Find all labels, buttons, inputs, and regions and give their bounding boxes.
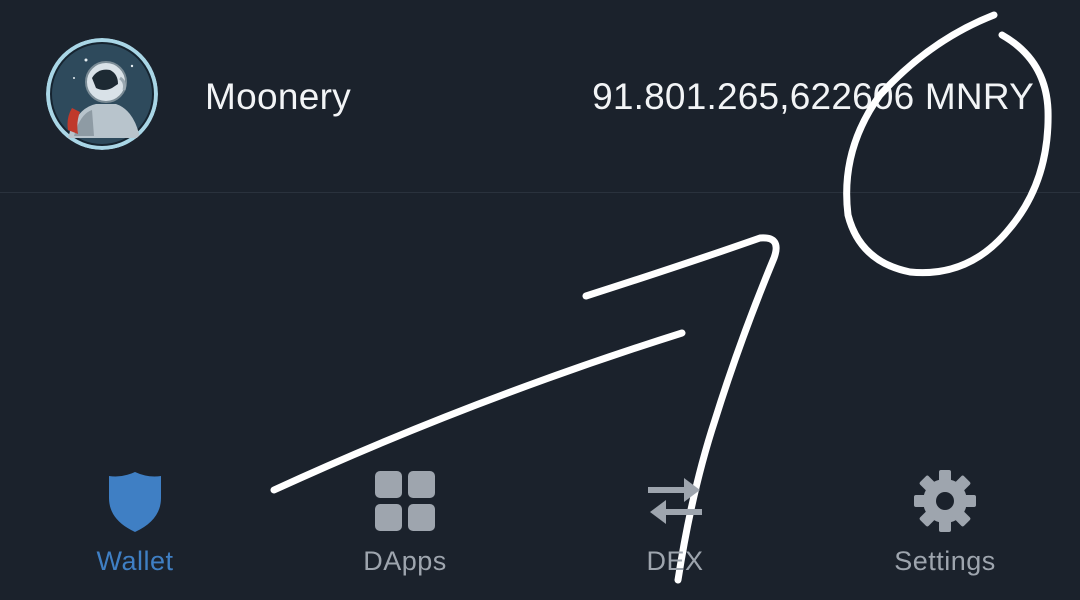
nav-label-dapps: DApps [363, 546, 447, 576]
gear-icon [912, 468, 978, 534]
token-name: Moonery [205, 76, 352, 117]
token-balance: 91.801.265,622606 MNRY [592, 76, 1034, 117]
nav-item-dapps[interactable]: DApps [270, 440, 540, 600]
nav-item-dex[interactable]: DEX [540, 440, 810, 600]
bottom-navigation: Wallet DApps D [0, 440, 1080, 600]
swap-arrows-icon [642, 468, 708, 534]
shield-icon [102, 468, 168, 534]
astronaut-avatar-icon [46, 38, 158, 150]
token-row[interactable]: Moonery 91.801.265,622606 MNRY [0, 0, 1080, 193]
grid-icon [372, 468, 438, 534]
nav-item-wallet[interactable]: Wallet [0, 440, 270, 600]
nav-label-dex: DEX [646, 546, 704, 576]
nav-label-settings: Settings [894, 546, 996, 576]
nav-item-settings[interactable]: Settings [810, 440, 1080, 600]
nav-label-wallet: Wallet [96, 546, 174, 576]
token-avatar [46, 38, 158, 150]
